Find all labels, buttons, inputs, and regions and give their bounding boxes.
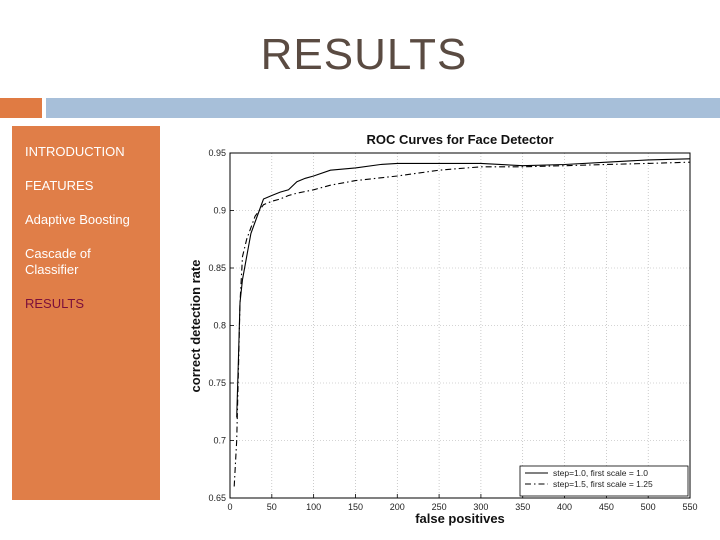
chart-title: ROC Curves for Face Detector	[366, 132, 553, 147]
y-tick-label: 0.85	[208, 263, 226, 273]
x-tick-label: 250	[432, 502, 447, 512]
x-tick-label: 300	[473, 502, 488, 512]
accent-bar-orange	[0, 98, 42, 118]
x-tick-label: 50	[267, 502, 277, 512]
sidebar-item-adaptive-boosting[interactable]: Adaptive Boosting	[25, 212, 130, 227]
y-tick-label: 0.95	[208, 148, 226, 158]
sidebar-item-results[interactable]: RESULTS	[25, 296, 84, 311]
x-tick-label: 100	[306, 502, 321, 512]
y-tick-label: 0.65	[208, 493, 226, 503]
y-tick-label: 0.75	[208, 378, 226, 388]
y-tick-label: 0.9	[213, 206, 226, 216]
x-tick-label: 400	[557, 502, 572, 512]
sidebar-item-cascade-of-classifier[interactable]: Cascade of Classifier	[25, 246, 91, 277]
x-tick-label: 150	[348, 502, 363, 512]
sidebar-nav: INTRODUCTION FEATURES Adaptive Boosting …	[12, 126, 160, 500]
x-tick-label: 550	[682, 502, 697, 512]
legend-label-2: step=1.5, first scale = 1.25	[553, 479, 653, 489]
x-tick-label: 200	[390, 502, 405, 512]
slide-title: RESULTS	[260, 30, 468, 79]
series-line-2	[233, 161, 691, 487]
legend-label-1: step=1.0, first scale = 1.0	[553, 468, 648, 478]
y-tick-label: 0.7	[213, 436, 226, 446]
x-tick-label: 0	[227, 502, 232, 512]
sidebar-item-features[interactable]: FEATURES	[25, 178, 94, 193]
y-tick-label: 0.8	[213, 321, 226, 331]
x-tick-label: 450	[599, 502, 614, 512]
roc-chart-svg: ROC Curves for Face Detector false posit…	[188, 132, 698, 526]
chart-x-axis-label: false positives	[415, 511, 505, 526]
x-tick-label: 500	[641, 502, 656, 512]
x-tick-label: 350	[515, 502, 530, 512]
roc-chart: ROC Curves for Face Detector false posit…	[180, 126, 710, 532]
accent-bar-blue	[46, 98, 720, 118]
sidebar-item-introduction[interactable]: INTRODUCTION	[25, 144, 125, 159]
legend-box	[519, 465, 689, 497]
plot-frame	[229, 152, 691, 499]
series-line-1	[236, 158, 691, 418]
chart-y-axis-label: correct detection rate	[188, 260, 203, 393]
